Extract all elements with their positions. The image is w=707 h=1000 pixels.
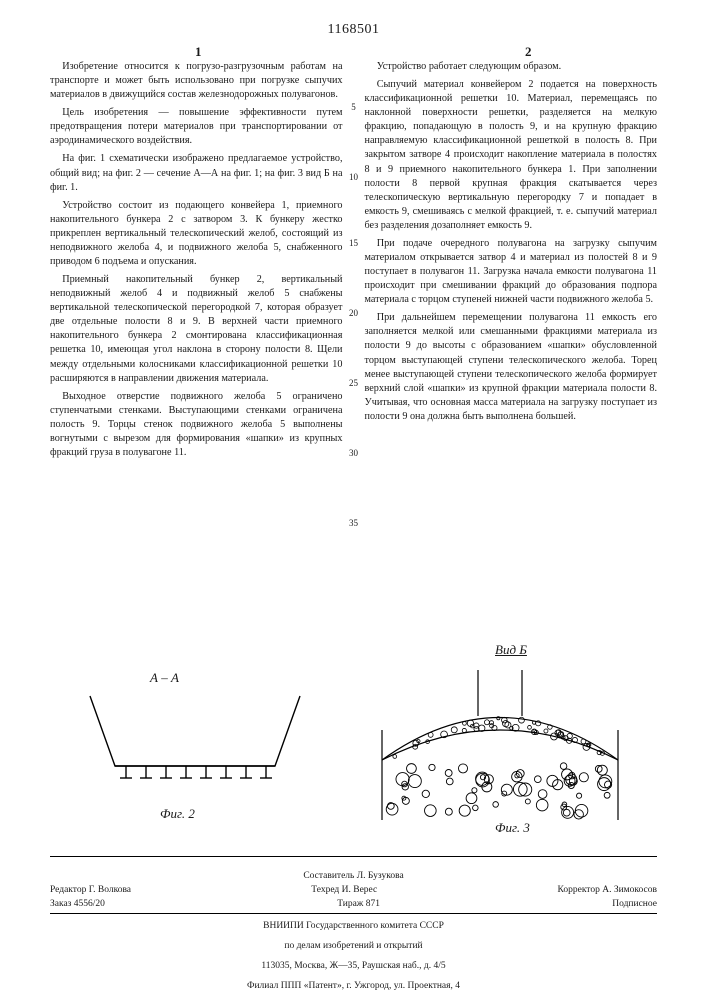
page: 1168501 1 2 5101520253035 Изобретение от… bbox=[0, 0, 707, 1000]
footer-tech: Техред И. Верес bbox=[311, 884, 377, 898]
figure-2 bbox=[70, 686, 320, 796]
footer-subs: Подписное bbox=[612, 898, 657, 912]
paragraph: Изобретение относится к погрузо-разгрузо… bbox=[50, 60, 343, 102]
view-label-b: Вид Б bbox=[495, 642, 527, 658]
footer-addr2: Филиал ППП «Патент», г. Ужгород, ул. Про… bbox=[50, 980, 657, 994]
paragraph: На фиг. 1 схематически изображено предла… bbox=[50, 152, 343, 194]
footer-compiler: Составитель Л. Бузукова bbox=[50, 870, 657, 884]
footer-tirage: Тираж 871 bbox=[337, 898, 380, 912]
footer-block: Составитель Л. Бузукова Редактор Г. Волк… bbox=[50, 864, 657, 993]
figure-3 bbox=[370, 670, 630, 820]
footer-rule bbox=[50, 856, 657, 857]
figure-3-caption: Фиг. 3 bbox=[495, 820, 530, 836]
footer-org2: по делам изобретений и открытий bbox=[50, 940, 657, 954]
left-column: Изобретение относится к погрузо-разгрузо… bbox=[50, 60, 343, 650]
paragraph: При дальнейшем перемещении полувагона 11… bbox=[365, 311, 658, 424]
footer-order: Заказ 4556/20 bbox=[50, 898, 105, 912]
footer-addr1: 113035, Москва, Ж—35, Раушская наб., д. … bbox=[50, 960, 657, 974]
paragraph: Цель изобретения — повышение эффективнос… bbox=[50, 106, 343, 148]
paragraph: Выходное отверстие подвижного желоба 5 о… bbox=[50, 390, 343, 460]
section-label-a: А – А bbox=[150, 670, 179, 686]
right-column: Устройство работает следующим образом. Сы… bbox=[365, 60, 658, 650]
paragraph: При подаче очередного полувагона на загр… bbox=[365, 237, 658, 307]
footer-editor: Редактор Г. Волкова bbox=[50, 884, 131, 898]
footer-org1: ВНИИПИ Государственного комитета СССР bbox=[50, 920, 657, 934]
paragraph: Приемный накопительный бункер 2, вертика… bbox=[50, 273, 343, 386]
patent-number: 1168501 bbox=[0, 22, 707, 38]
column-number-right: 2 bbox=[525, 44, 532, 60]
paragraph: Устройство состоит из подающего конвейер… bbox=[50, 199, 343, 269]
text-columns: Изобретение относится к погрузо-разгрузо… bbox=[50, 60, 657, 650]
paragraph: Сыпучий материал конвейером 2 подается н… bbox=[365, 78, 658, 233]
paragraph: Устройство работает следующим образом. bbox=[365, 60, 658, 74]
footer-corrector: Корректор А. Зимокосов bbox=[557, 884, 657, 898]
figure-2-caption: Фиг. 2 bbox=[160, 806, 195, 822]
column-number-left: 1 bbox=[195, 44, 202, 60]
footer-rule-2 bbox=[50, 913, 657, 914]
figures-row: А – А Вид Б Фиг. 2 Фиг. 3 bbox=[50, 680, 657, 840]
